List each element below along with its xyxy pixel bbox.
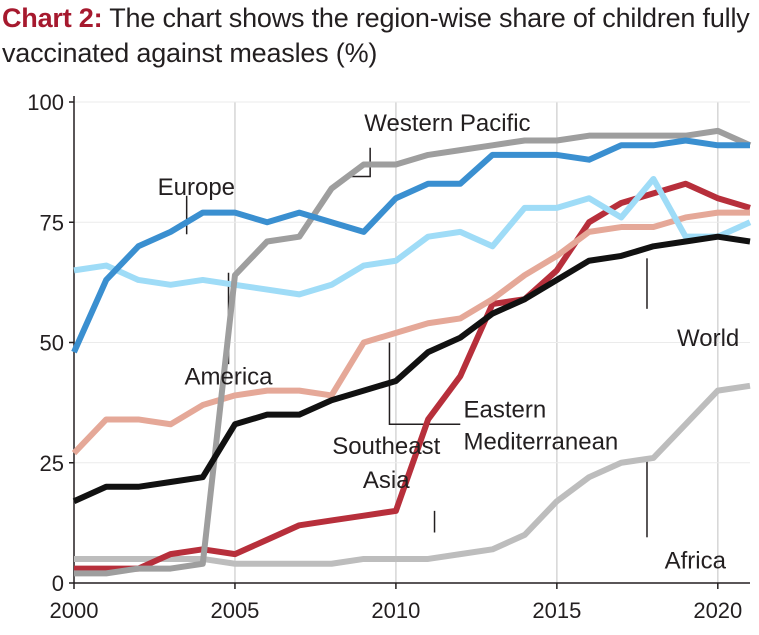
series-line-world: [72, 233, 751, 504]
x-tick-label-2015: 2015: [532, 598, 581, 623]
series-line-eastern-mediterranean: [71, 209, 750, 456]
x-tick-label-2000: 2000: [50, 598, 99, 623]
y-tick-label-75: 75: [40, 210, 64, 235]
series-label-africa: Africa: [665, 548, 727, 575]
x-tick-label-2010: 2010: [371, 598, 420, 623]
leader-eastern-mediterranean: [388, 342, 461, 426]
series-label-southeast-asia-part-1: Southeast: [332, 433, 440, 460]
chart-title: Chart 2: The chart shows the region-wise…: [2, 1, 757, 71]
series-labels: Africa Southeast Asia Eastern Mediterranean A…: [158, 110, 740, 575]
chart-number-label: Chart 2:: [2, 3, 103, 33]
series-label-southeast-asia-part-2: Asia: [363, 467, 410, 494]
series-label-world: World: [677, 325, 739, 352]
series-line-america: [73, 175, 752, 298]
series-label-europe: Europe: [158, 174, 235, 201]
x-tick-label-2020: 2020: [693, 598, 742, 623]
series-line-western-pacific: [74, 127, 752, 577]
y-tick-label-25: 25: [40, 451, 64, 476]
series-line-southeast-asia: [74, 180, 751, 572]
y-tick-label-100: 100: [27, 90, 64, 115]
series-line-europe: [71, 137, 750, 354]
x-tick-label-2005: 2005: [210, 598, 259, 623]
y-tick-label-0: 0: [52, 571, 64, 596]
series-lines: [71, 127, 752, 577]
series-line-africa: [74, 382, 751, 567]
series-label-america: America: [184, 363, 273, 390]
leader-western-pacific: [350, 147, 371, 178]
series-label-western-pacific: Western Pacific: [364, 110, 530, 137]
series-label-eastern-mediterranean-part-1: Eastern: [464, 397, 547, 424]
series-label-eastern-mediterranean-part-2: Mediterranean: [464, 428, 619, 455]
y-tick-label-50: 50: [40, 331, 64, 356]
chart-title-text: The chart shows the region-wise share of…: [2, 3, 750, 68]
axes: 0 25 50 75 100 2000 2005 2010 2015 2020: [27, 90, 750, 623]
